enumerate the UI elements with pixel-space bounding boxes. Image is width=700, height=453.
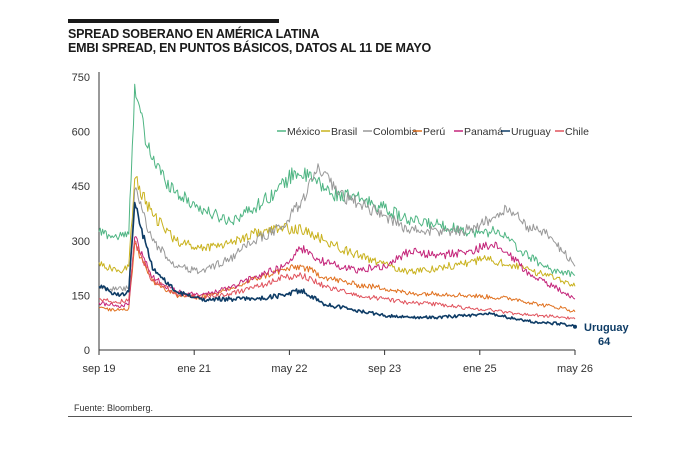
series-line-mexico <box>98 83 576 278</box>
x-tick-label: ene 21 <box>177 363 211 375</box>
title-bar-accent <box>68 19 279 23</box>
source-note: Fuente: Bloomberg. <box>74 403 154 413</box>
legend-label-peru: Perú <box>423 126 445 138</box>
bottom-rule <box>68 416 632 417</box>
series-line-colombia <box>98 163 576 292</box>
y-tick-label: 0 <box>84 345 90 357</box>
y-tick-label: 450 <box>72 181 90 193</box>
x-tick-label: sep 19 <box>82 363 115 375</box>
x-tick-label: may 22 <box>271 363 307 375</box>
legend-label-chile: Chile <box>565 126 589 138</box>
uruguay-end-point <box>573 324 577 329</box>
legend-label-colombia: Colombia <box>373 126 418 138</box>
uruguay-end-value: 64 <box>598 336 611 348</box>
chart-title: SPREAD SOBERANO EN AMÉRICA LATINA <box>68 27 320 41</box>
x-tick-label: ene 25 <box>463 363 497 375</box>
legend-label-panama: Panamá <box>464 126 503 138</box>
legend-label-uruguay: Uruguay <box>511 126 551 138</box>
x-tick-label: may 26 <box>557 363 593 375</box>
y-tick-label: 150 <box>72 290 90 302</box>
legend-label-mexico: México <box>287 126 320 138</box>
legend-label-brasil: Brasil <box>331 126 357 138</box>
y-tick-label: 750 <box>72 72 90 84</box>
series-line-uruguay <box>98 201 576 328</box>
series-line-panama <box>98 236 576 308</box>
y-tick-label: 300 <box>72 236 90 248</box>
uruguay-end-label: Uruguay <box>584 322 630 334</box>
x-tick-label: sep 23 <box>368 363 401 375</box>
series-line-brasil <box>98 176 576 287</box>
y-tick-label: 600 <box>72 127 90 139</box>
series-line-peru <box>98 241 576 313</box>
chart-subtitle: EMBI SPREAD, EN PUNTOS BÁSICOS, DATOS AL… <box>68 41 432 55</box>
